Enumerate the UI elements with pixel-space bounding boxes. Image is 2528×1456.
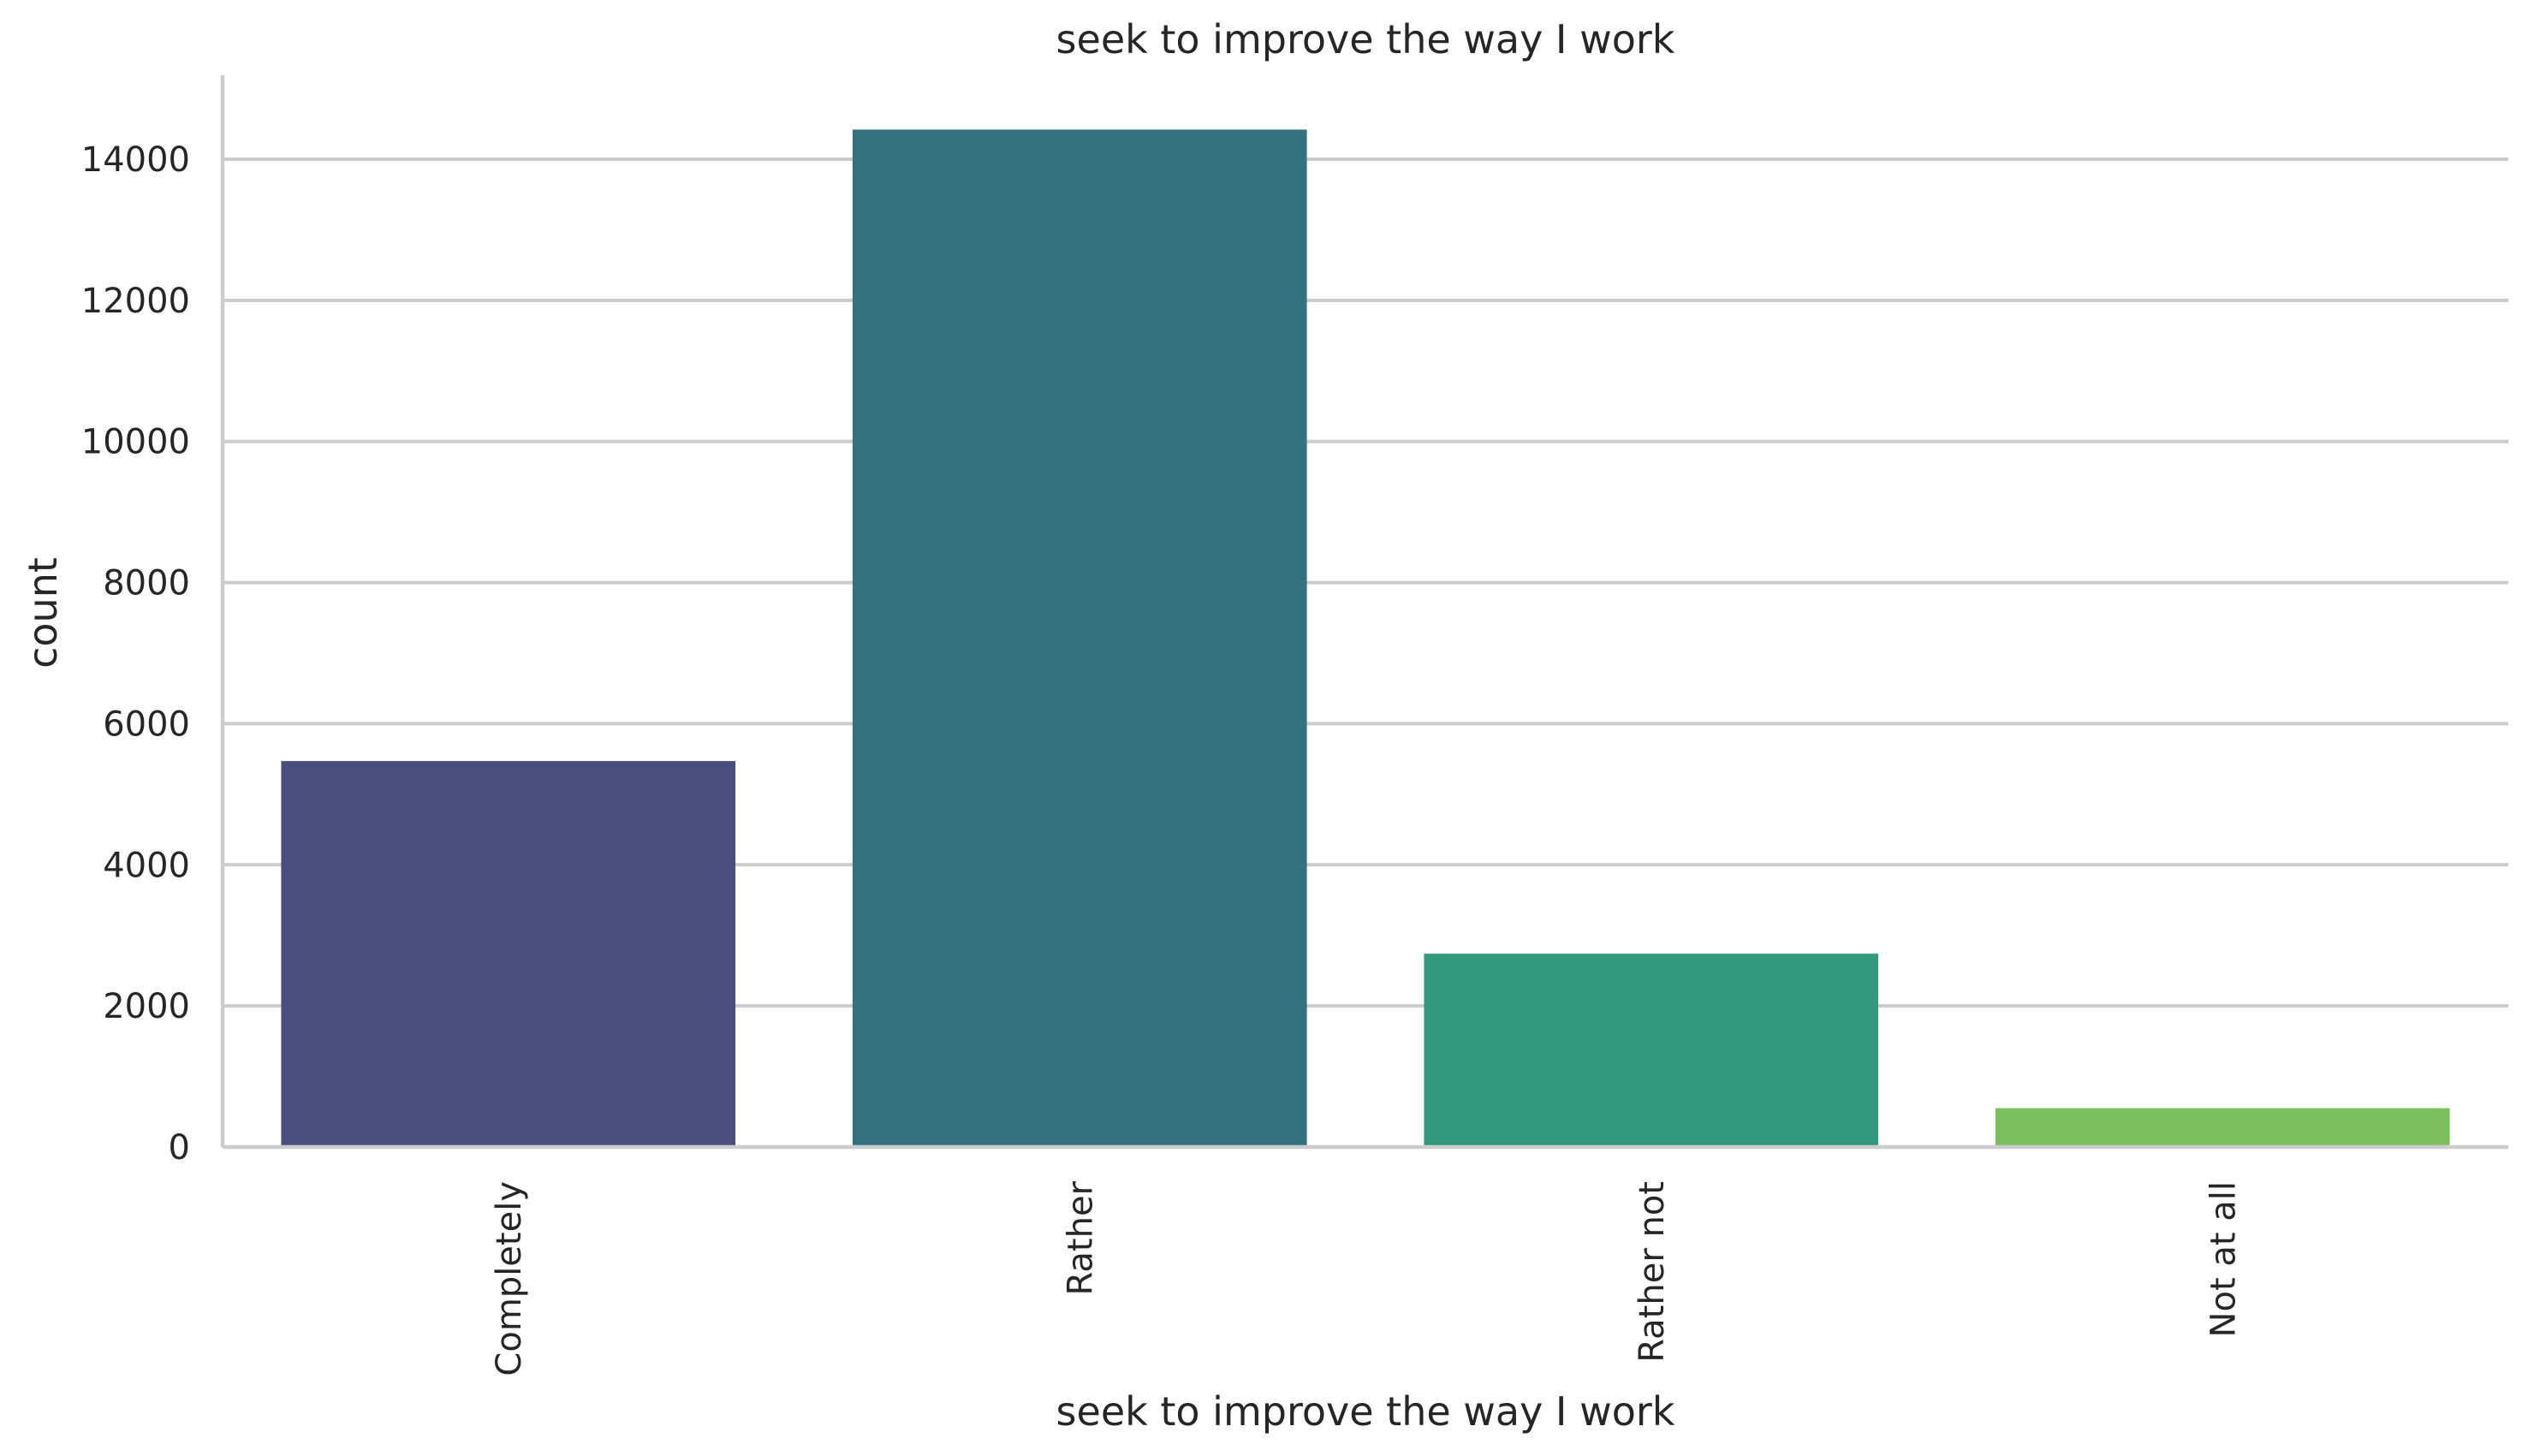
y-axis-label: count [20, 557, 66, 669]
y-tick-label-8000: 8000 [103, 564, 190, 603]
x-axis-label: seek to improve the way I work [1056, 1388, 1675, 1435]
bars [281, 129, 2450, 1147]
x-tick-label-rather: Rather [1061, 1180, 1100, 1295]
axes-spines [220, 75, 2508, 1150]
y-tick-label-4000: 4000 [103, 846, 190, 885]
bar-completely [281, 761, 736, 1147]
y-tick-label-0: 0 [169, 1128, 190, 1168]
y-tick-label-2000: 2000 [103, 987, 190, 1026]
bar-rather-not [1424, 954, 1879, 1147]
y-tick-label-14000: 14000 [81, 140, 190, 180]
bar-not-at-all [1995, 1108, 2450, 1147]
bar-rather [852, 129, 1307, 1147]
y-tick-label-12000: 12000 [81, 282, 190, 321]
x-tick-label-not-at-all: Not at all [2204, 1181, 2243, 1337]
y-tick-label-6000: 6000 [103, 704, 190, 744]
chart-title: seek to improve the way I work [1056, 16, 1675, 62]
x-tick-label-rather-not: Rather not [1633, 1181, 1672, 1363]
x-tick-labels: Completely Rather Rather not Not at all [490, 1180, 2244, 1376]
y-tick-labels: 0 2000 4000 6000 8000 10000 12000 14000 [81, 140, 190, 1168]
x-tick-label-completely: Completely [490, 1181, 529, 1376]
y-tick-label-10000: 10000 [81, 423, 190, 462]
